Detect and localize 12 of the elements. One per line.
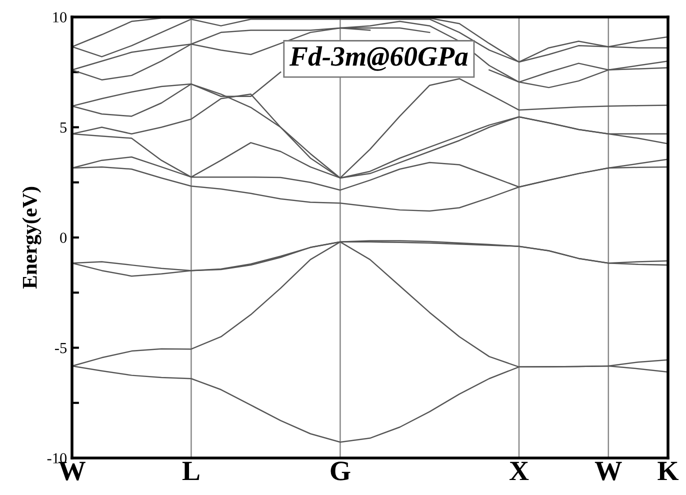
x-tick-label: G: [330, 462, 350, 480]
y-tick-label: 5: [60, 122, 67, 133]
annotation: Fd-3m@60GPa: [289, 46, 468, 71]
x-tick-label: W: [594, 462, 622, 480]
x-tick-label: K: [658, 462, 679, 480]
x-tick-label: X: [509, 462, 529, 480]
y-tick-label: 0: [60, 232, 67, 243]
y-axis-title: Energy(eV): [22, 186, 42, 289]
x-tick-label: W: [58, 462, 86, 480]
y-tick-label: -5: [54, 343, 67, 354]
y-tick-label: 10: [53, 12, 67, 22]
x-tick-label: L: [182, 462, 200, 480]
